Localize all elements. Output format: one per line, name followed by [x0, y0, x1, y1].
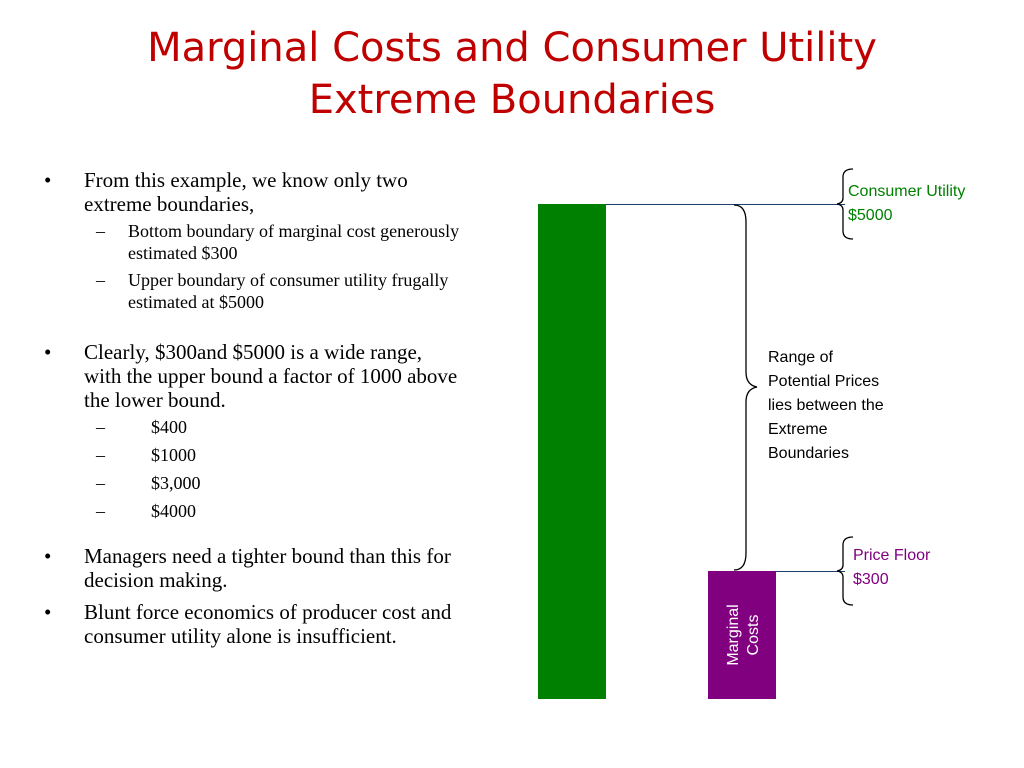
sub-text: $1000 — [151, 445, 196, 465]
range-label: Range of Potential Prices lies between t… — [768, 346, 884, 466]
bullet-marker: • — [44, 168, 52, 192]
slide-title: Marginal Costs and Consumer Utility Extr… — [0, 22, 1024, 126]
range-label-line: Boundaries — [768, 445, 849, 462]
sub-list: – $400 – $1000 – $3,000 – $4000 — [44, 416, 464, 522]
sub-marker: – — [96, 473, 105, 493]
bullet-marker: • — [44, 600, 52, 624]
sub-text: Upper boundary of consumer utility fruga… — [128, 270, 449, 312]
sub-marker: – — [96, 501, 105, 521]
marginal-costs-label: Marginal Costs — [725, 604, 762, 665]
sub-text: $4000 — [151, 501, 196, 521]
sub-marker: – — [96, 270, 105, 290]
consumer-utility-label: Consumer Utility $5000 — [848, 180, 965, 228]
bullet-text: Managers need a tighter bound than this … — [84, 544, 451, 592]
bullet-text: Clearly, $300and $5000 is a wide range, … — [84, 340, 458, 412]
sub-item: – $3,000 — [44, 472, 464, 494]
sub-list: – Bottom boundary of marginal cost gener… — [44, 220, 464, 313]
sub-marker: – — [96, 417, 105, 437]
sub-item: – Upper boundary of consumer utility fru… — [44, 269, 464, 313]
consumer-utility-value: $5000 — [848, 207, 893, 224]
price-floor-title: Price Floor — [853, 547, 931, 564]
consumer-utility-title: Consumer Utility — [848, 183, 966, 200]
marginal-costs-line-1: Marginal — [725, 604, 742, 665]
marginal-costs-line-2: Costs — [745, 615, 762, 656]
sub-item: – $4000 — [44, 500, 464, 522]
bullet-marker: • — [44, 544, 52, 568]
bullet-item: • Blunt force economics of producer cost… — [44, 600, 464, 648]
bullet-text: From this example, we know only two extr… — [84, 168, 408, 216]
sub-item: – $400 — [44, 416, 464, 438]
price-floor-label: Price Floor $300 — [853, 544, 930, 592]
sub-marker: – — [96, 221, 105, 241]
bullet-item: • Managers need a tighter bound than thi… — [44, 544, 464, 592]
sub-text: $400 — [151, 417, 187, 437]
bullet-marker: • — [44, 340, 52, 364]
sub-item: – $1000 — [44, 444, 464, 466]
title-line-2: Extreme Boundaries — [308, 77, 716, 123]
bullet-item: • Clearly, $300and $5000 is a wide range… — [44, 340, 464, 412]
title-line-1: Marginal Costs and Consumer Utility — [147, 25, 877, 71]
sub-text: Bottom boundary of marginal cost generou… — [128, 221, 460, 263]
sub-item: – Bottom boundary of marginal cost gener… — [44, 220, 464, 264]
bullet-list: • From this example, we know only two ex… — [44, 168, 464, 648]
consumer-utility-brace-icon — [836, 168, 854, 240]
range-label-line: lies between the — [768, 397, 884, 414]
marginal-costs-bar — [708, 571, 776, 699]
bullet-text: Blunt force economics of producer cost a… — [84, 600, 452, 648]
bullet-item: • From this example, we know only two ex… — [44, 168, 464, 216]
price-floor-brace-icon — [836, 536, 854, 606]
range-label-line: Range of — [768, 349, 833, 366]
range-brace-icon — [733, 204, 758, 571]
range-label-line: Extreme — [768, 421, 828, 438]
sub-marker: – — [96, 445, 105, 465]
sub-text: $3,000 — [151, 473, 201, 493]
range-label-line: Potential Prices — [768, 373, 880, 390]
consumer-utility-bar — [538, 204, 606, 699]
price-floor-value: $300 — [853, 571, 889, 588]
